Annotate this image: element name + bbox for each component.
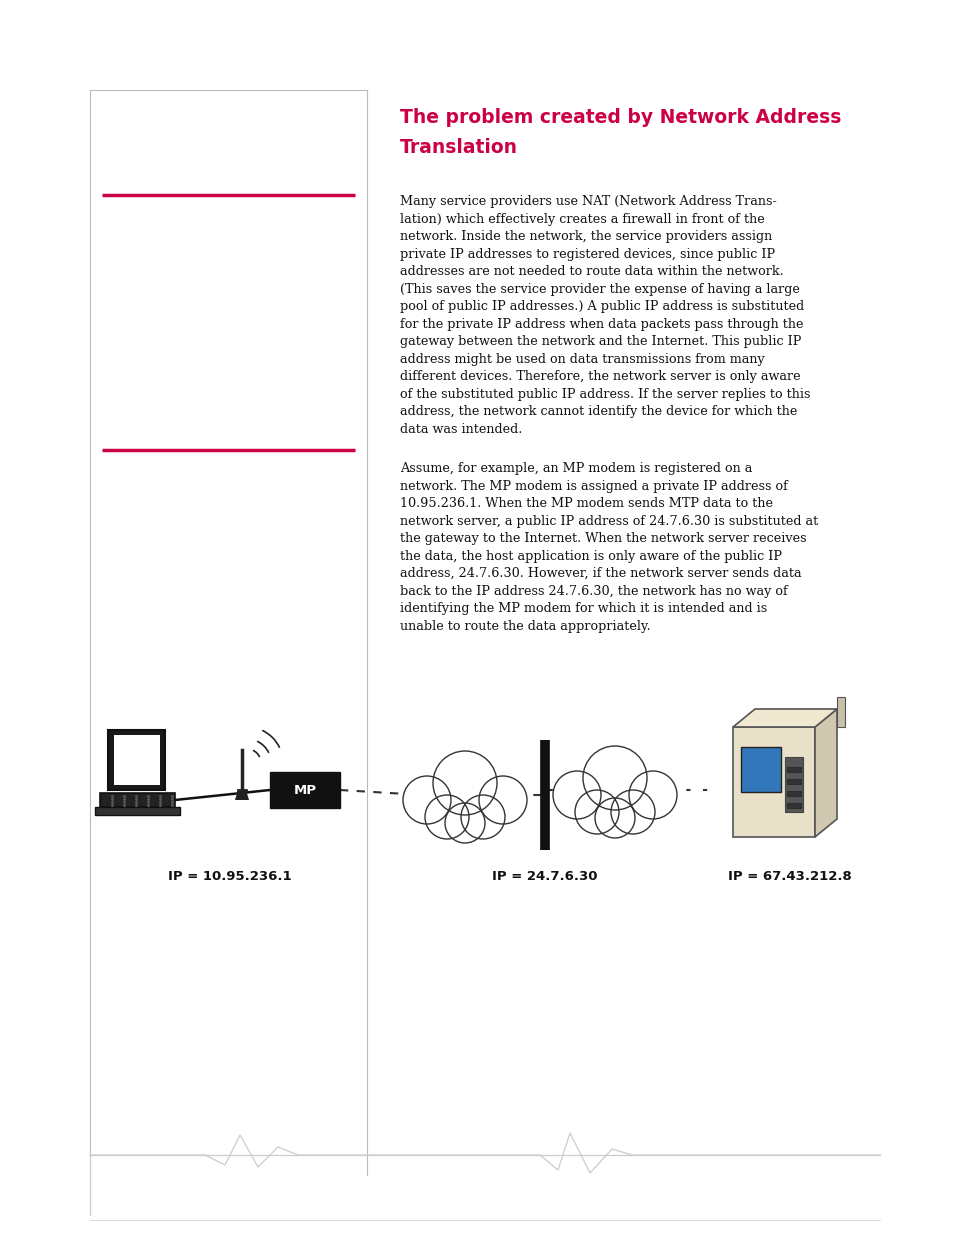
Circle shape: [460, 795, 504, 839]
Circle shape: [444, 803, 484, 844]
Bar: [784, 757, 802, 811]
Circle shape: [582, 746, 646, 810]
Circle shape: [575, 790, 618, 834]
Text: IP = 24.7.6.30: IP = 24.7.6.30: [492, 869, 598, 883]
Bar: [270, 772, 339, 808]
Text: Translation: Translation: [399, 138, 517, 157]
Polygon shape: [108, 730, 165, 790]
Text: Many service providers use NAT (Network Address Trans-
lation) which effectively: Many service providers use NAT (Network …: [399, 195, 810, 436]
Polygon shape: [95, 806, 180, 815]
Circle shape: [424, 795, 469, 839]
Circle shape: [553, 771, 600, 819]
Polygon shape: [234, 790, 249, 800]
Bar: [786, 779, 801, 784]
Bar: [786, 803, 801, 808]
Bar: [786, 767, 801, 772]
Circle shape: [433, 751, 497, 815]
Circle shape: [402, 776, 451, 824]
Text: MP: MP: [294, 783, 316, 797]
Text: IP = 10.95.236.1: IP = 10.95.236.1: [168, 869, 292, 883]
Text: The problem created by Network Address: The problem created by Network Address: [399, 107, 841, 127]
Polygon shape: [732, 709, 836, 727]
Circle shape: [610, 790, 655, 834]
Polygon shape: [814, 709, 836, 837]
Bar: [836, 697, 844, 727]
Bar: [786, 790, 801, 797]
Polygon shape: [100, 793, 174, 806]
Text: Assume, for example, an MP modem is registered on a
network. The MP modem is ass: Assume, for example, an MP modem is regi…: [399, 462, 818, 632]
Bar: [732, 727, 814, 837]
Circle shape: [628, 771, 677, 819]
Circle shape: [595, 798, 635, 839]
Text: IP = 67.43.212.8: IP = 67.43.212.8: [727, 869, 851, 883]
Circle shape: [478, 776, 526, 824]
Bar: [740, 747, 781, 792]
Polygon shape: [113, 735, 160, 785]
